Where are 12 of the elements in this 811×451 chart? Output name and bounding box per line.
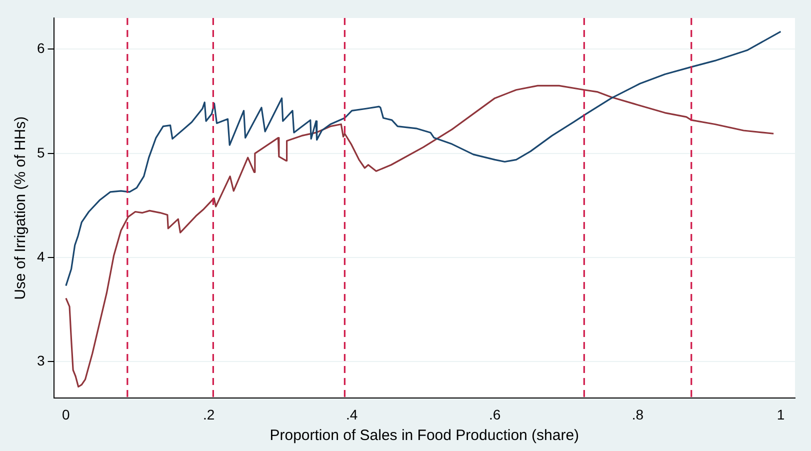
y-tick-label: 6: [36, 40, 45, 56]
x-tick-label: .4: [346, 406, 358, 422]
y-tick-label: 5: [36, 144, 45, 160]
y-tick-label: 4: [36, 248, 45, 264]
x-tick-label: 0: [62, 406, 70, 422]
y-axis-title: Use of Irrigation (% of HHs): [12, 116, 30, 300]
x-tick-label: .2: [203, 406, 215, 422]
y-tick-label: 3: [36, 352, 45, 369]
x-axis-title: Proportion of Sales in Food Production (share): [270, 427, 580, 444]
x-tick-label: .6: [488, 406, 501, 422]
x-tick-label: 1: [776, 406, 785, 422]
x-tick-label: .8: [632, 406, 644, 422]
